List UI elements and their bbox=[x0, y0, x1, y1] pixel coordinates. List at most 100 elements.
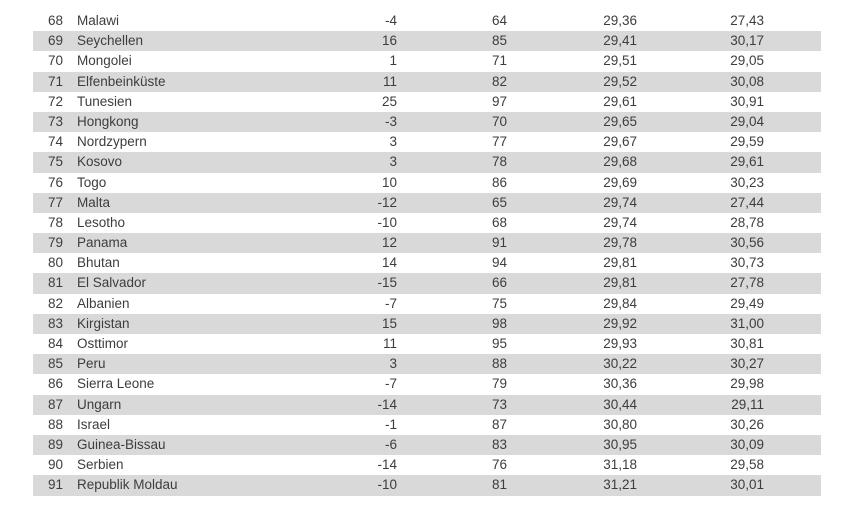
row-spacer bbox=[764, 31, 821, 51]
table-row: 79 Panama 12 91 29,78 30,56 bbox=[33, 233, 821, 254]
value-1-cell: 31,18 bbox=[603, 457, 637, 473]
table-row: 77 Malta -12 65 29,74 27,44 bbox=[33, 192, 821, 213]
table-row: 75 Kosovo 3 78 29,68 29,61 bbox=[33, 152, 821, 173]
country-cell: Hongkong bbox=[77, 113, 139, 129]
rank-change-cell: 1 bbox=[389, 53, 397, 69]
row-spacer bbox=[764, 374, 821, 394]
rank-change-cell: 14 bbox=[381, 255, 397, 271]
value-1-cell: 29,68 bbox=[603, 154, 637, 170]
value-1-cell: 29,74 bbox=[603, 194, 637, 210]
value-2-cell: 30,27 bbox=[730, 356, 764, 372]
row-spacer bbox=[764, 334, 821, 354]
value-1-cell: 30,36 bbox=[603, 376, 637, 392]
row-spacer bbox=[764, 112, 821, 132]
country-cell: Malawi bbox=[77, 13, 120, 28]
rank-cell: 68 bbox=[47, 13, 63, 28]
score-int-cell: 64 bbox=[491, 13, 507, 28]
value-2-cell: 30,56 bbox=[730, 235, 764, 251]
value-2-cell: 30,81 bbox=[730, 336, 764, 351]
value-1-cell: 29,61 bbox=[603, 93, 637, 109]
row-spacer bbox=[764, 415, 821, 435]
value-1-cell: 30,22 bbox=[603, 356, 637, 372]
value-1-cell: 29,67 bbox=[603, 134, 637, 150]
rank-change-cell: -6 bbox=[384, 436, 397, 452]
value-1-cell: 29,78 bbox=[603, 235, 637, 251]
rank-cell: 81 bbox=[47, 275, 63, 291]
value-1-cell: 29,69 bbox=[603, 174, 637, 190]
country-cell: Elfenbeinküste bbox=[77, 73, 166, 89]
value-2-cell: 30,09 bbox=[730, 436, 764, 452]
table-row: 86 Sierra Leone -7 79 30,36 29,98 bbox=[33, 374, 821, 395]
score-int-cell: 73 bbox=[491, 396, 507, 412]
row-spacer bbox=[764, 152, 821, 172]
value-1-cell: 30,44 bbox=[603, 396, 637, 412]
table-row: 70 Mongolei 1 71 29,51 29,05 bbox=[33, 51, 821, 72]
country-cell: Osttimor bbox=[77, 336, 129, 351]
value-2-cell: 31,00 bbox=[730, 315, 764, 331]
table-row: 82 Albanien -7 75 29,84 29,49 bbox=[33, 293, 821, 314]
row-spacer bbox=[764, 475, 821, 495]
rank-change-cell: 10 bbox=[381, 174, 397, 190]
value-2-cell: 29,11 bbox=[731, 396, 764, 412]
country-cell: Kosovo bbox=[77, 154, 123, 170]
value-2-cell: 28,78 bbox=[730, 214, 764, 230]
rank-change-cell: -10 bbox=[377, 477, 397, 493]
table-row: 81 El Salvador -15 66 29,81 27,78 bbox=[33, 273, 821, 294]
score-int-cell: 88 bbox=[491, 356, 507, 372]
rank-change-cell: -14 bbox=[377, 457, 397, 473]
value-1-cell: 29,81 bbox=[603, 275, 637, 291]
rank-change-cell: -15 bbox=[377, 275, 397, 291]
value-2-cell: 29,49 bbox=[730, 295, 764, 311]
score-int-cell: 78 bbox=[491, 154, 507, 170]
rank-change-cell: -7 bbox=[384, 376, 397, 392]
rank-cell: 76 bbox=[47, 174, 63, 190]
country-cell: Malta bbox=[77, 194, 111, 210]
score-int-cell: 98 bbox=[491, 315, 507, 331]
rank-change-cell: 11 bbox=[382, 336, 397, 351]
country-cell: Republik Moldau bbox=[77, 477, 178, 493]
country-cell: Panama bbox=[77, 235, 128, 251]
value-2-cell: 27,78 bbox=[730, 275, 764, 291]
rank-cell: 84 bbox=[47, 336, 63, 351]
value-2-cell: 29,59 bbox=[730, 134, 764, 150]
table-row: 69 Seychellen 16 85 29,41 30,17 bbox=[33, 31, 821, 52]
score-int-cell: 97 bbox=[491, 93, 507, 109]
table-row: 72 Tunesien 25 97 29,61 30,91 bbox=[33, 91, 821, 112]
table-row: 76 Togo 10 86 29,69 30,23 bbox=[33, 172, 821, 193]
rank-change-cell: 15 bbox=[381, 315, 397, 331]
table-row: 84 Osttimor 11 95 29,93 30,81 bbox=[33, 334, 821, 355]
rank-change-cell: -14 bbox=[377, 396, 397, 412]
value-2-cell: 30,08 bbox=[730, 73, 764, 89]
score-int-cell: 66 bbox=[491, 275, 507, 291]
value-1-cell: 30,80 bbox=[603, 416, 637, 432]
rank-cell: 89 bbox=[47, 436, 63, 452]
row-spacer bbox=[764, 173, 821, 193]
country-cell: Albanien bbox=[77, 295, 130, 311]
rank-change-cell: 3 bbox=[389, 134, 397, 150]
rank-change-cell: -4 bbox=[384, 13, 397, 28]
value-1-cell: 29,81 bbox=[603, 255, 637, 271]
rank-change-cell: 3 bbox=[389, 356, 397, 372]
rank-cell: 73 bbox=[47, 113, 63, 129]
country-cell: Serbien bbox=[77, 457, 124, 473]
value-2-cell: 27,43 bbox=[730, 13, 764, 28]
value-1-cell: 29,93 bbox=[603, 336, 637, 351]
value-1-cell: 29,74 bbox=[603, 214, 637, 230]
rank-cell: 87 bbox=[47, 396, 63, 412]
country-cell: Bhutan bbox=[77, 255, 120, 271]
table-row: 89 Guinea-Bissau -6 83 30,95 30,09 bbox=[33, 434, 821, 456]
country-cell: Mongolei bbox=[77, 53, 132, 69]
row-spacer bbox=[764, 354, 821, 374]
score-int-cell: 71 bbox=[491, 53, 507, 69]
table-row: 88 Israel -1 87 30,80 30,26 bbox=[33, 414, 821, 435]
rank-change-cell: -3 bbox=[384, 113, 397, 129]
row-spacer bbox=[764, 253, 821, 273]
row-spacer bbox=[764, 92, 821, 112]
value-2-cell: 30,91 bbox=[730, 93, 764, 109]
table-row: 91 Republik Moldau -10 81 31,21 30,01 bbox=[33, 475, 821, 496]
table-row: 85 Peru 3 88 30,22 30,27 bbox=[33, 354, 821, 375]
table-row: 90 Serbien -14 76 31,18 29,58 bbox=[33, 455, 821, 476]
table-row: 80 Bhutan 14 94 29,81 30,73 bbox=[33, 253, 821, 274]
country-cell: Seychellen bbox=[77, 33, 144, 49]
rank-change-cell: 3 bbox=[389, 154, 397, 170]
